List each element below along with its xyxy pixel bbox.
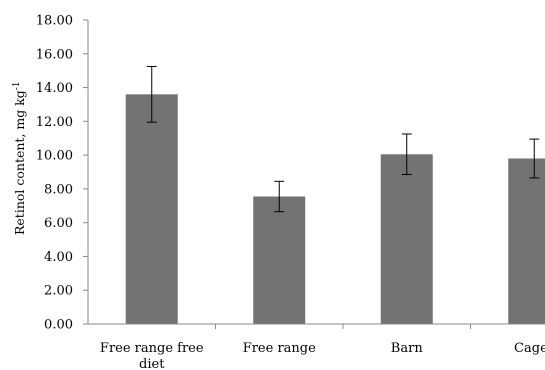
bar xyxy=(508,158,545,324)
y-tick-label: 2.00 xyxy=(44,284,73,299)
y-axis-label: Retinol content, mg kg-1 xyxy=(12,81,27,235)
y-tick-label: 8.00 xyxy=(44,182,73,197)
x-tick-label-line: Free range xyxy=(243,341,316,356)
y-axis-label-text: Retinol content, mg kg xyxy=(12,90,27,235)
y-tick-label: 0.00 xyxy=(44,318,73,333)
bar xyxy=(253,196,306,324)
axes xyxy=(83,20,545,329)
y-tick-label: 12.00 xyxy=(36,115,73,130)
bars xyxy=(125,94,545,324)
bar xyxy=(125,94,178,324)
y-tick-label: 18.00 xyxy=(36,14,73,29)
y-tick-label: 4.00 xyxy=(44,250,73,265)
error-bars xyxy=(146,65,540,213)
x-tick-label: Cages xyxy=(514,341,545,356)
y-tick-label: 16.00 xyxy=(36,47,73,62)
y-tick-label: 6.00 xyxy=(44,216,73,231)
x-tick-label-line: Cages xyxy=(514,341,545,356)
y-tick-label: 14.00 xyxy=(36,81,73,96)
y-axis-ticks: 0.00 2.00 4.00 6.00 8.00 10.00 12.00 14.00 16.00… xyxy=(36,14,88,333)
x-tick-label: Free range free diet xyxy=(100,341,204,370)
y-tick-label: 10.00 xyxy=(36,149,73,164)
x-tick-label: Barn xyxy=(391,341,424,356)
x-tick-label-line: Barn xyxy=(391,341,424,356)
bar xyxy=(380,154,433,324)
x-tick-label-line: Free range free xyxy=(100,341,204,356)
y-axis-label-unit-exponent: -1 xyxy=(12,81,22,90)
x-tick-label: Free range xyxy=(243,341,316,356)
x-tick-label-line: diet xyxy=(139,357,165,370)
